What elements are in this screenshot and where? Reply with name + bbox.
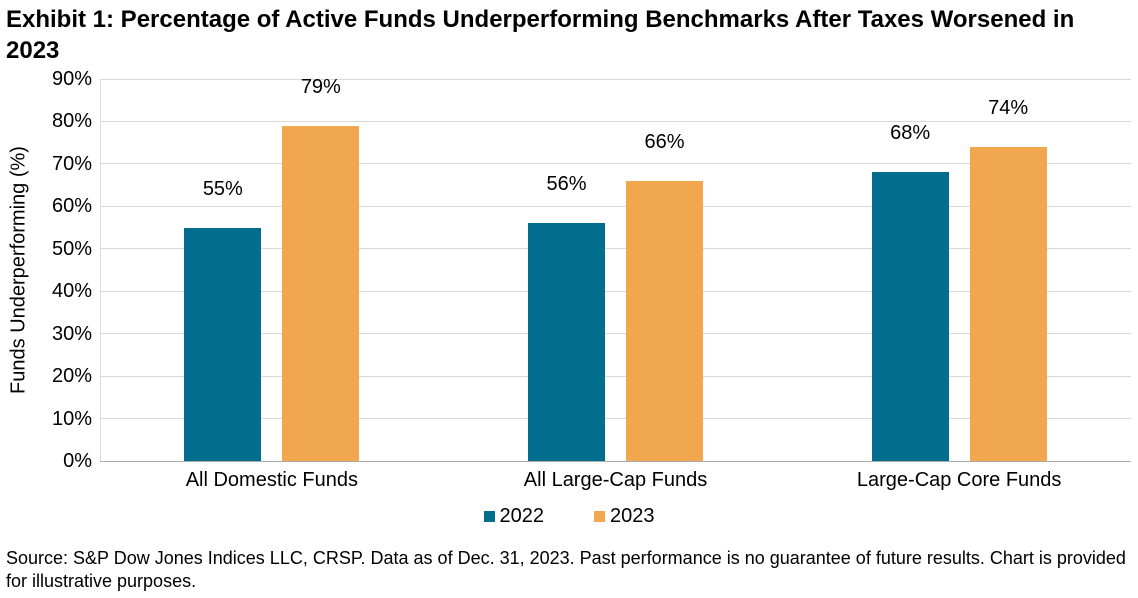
y-tick-label: 80% (51, 110, 92, 133)
value-label: 68% (890, 122, 931, 145)
y-tick-label: 60% (51, 195, 92, 218)
category-label: Large-Cap Core Funds (856, 469, 1062, 491)
value-label: 55% (202, 177, 243, 200)
gridline (100, 248, 1131, 250)
gridline (100, 205, 1131, 207)
bar-2023 (969, 146, 1047, 461)
legend-item: 2023 (594, 504, 655, 528)
gridline (100, 290, 1131, 292)
y-tick-label: 70% (51, 152, 92, 175)
x-axis-line (100, 461, 1131, 462)
y-tick-label: 40% (51, 280, 92, 303)
y-axis-label: Funds Underperforming (%) (7, 146, 30, 394)
y-tick-label: 90% (51, 68, 92, 90)
chart-title: Exhibit 1: Percentage of Active Funds Un… (6, 6, 1075, 64)
bar-2022 (871, 172, 949, 461)
legend-swatch-icon (483, 510, 495, 522)
value-label: 56% (546, 173, 587, 196)
y-tick-label: 10% (51, 407, 92, 430)
y-axis-line (100, 79, 101, 461)
category-label: All Domestic Funds (185, 469, 358, 491)
value-label: 74% (988, 96, 1029, 119)
y-tick-label: 0% (63, 450, 92, 472)
gridline (100, 418, 1131, 420)
gridline (100, 78, 1131, 80)
value-label: 66% (644, 130, 685, 153)
gridline (100, 163, 1131, 165)
bar-2023 (626, 180, 703, 461)
bar-2022 (528, 223, 605, 461)
value-label: 79% (300, 75, 341, 98)
y-tick-label: 30% (51, 322, 92, 345)
bar-2022 (184, 227, 262, 461)
category-label: All Large-Cap Funds (523, 469, 708, 491)
gridline (100, 120, 1131, 122)
gridline (100, 375, 1131, 377)
legend-label: 2023 (610, 505, 655, 527)
gridline (100, 333, 1131, 335)
legend-item: 2022 (483, 504, 545, 528)
y-tick-label: 20% (51, 365, 92, 388)
chart-legend: 2022 2023 (0, 504, 1138, 528)
bar-2023 (282, 125, 360, 461)
y-tick-label: 50% (51, 237, 92, 260)
legend-swatch-icon (594, 510, 605, 522)
legend-label: 2022 (499, 505, 545, 527)
source-note: Source: S&P Dow Jones Indices LLC, CRSP.… (6, 548, 1126, 591)
